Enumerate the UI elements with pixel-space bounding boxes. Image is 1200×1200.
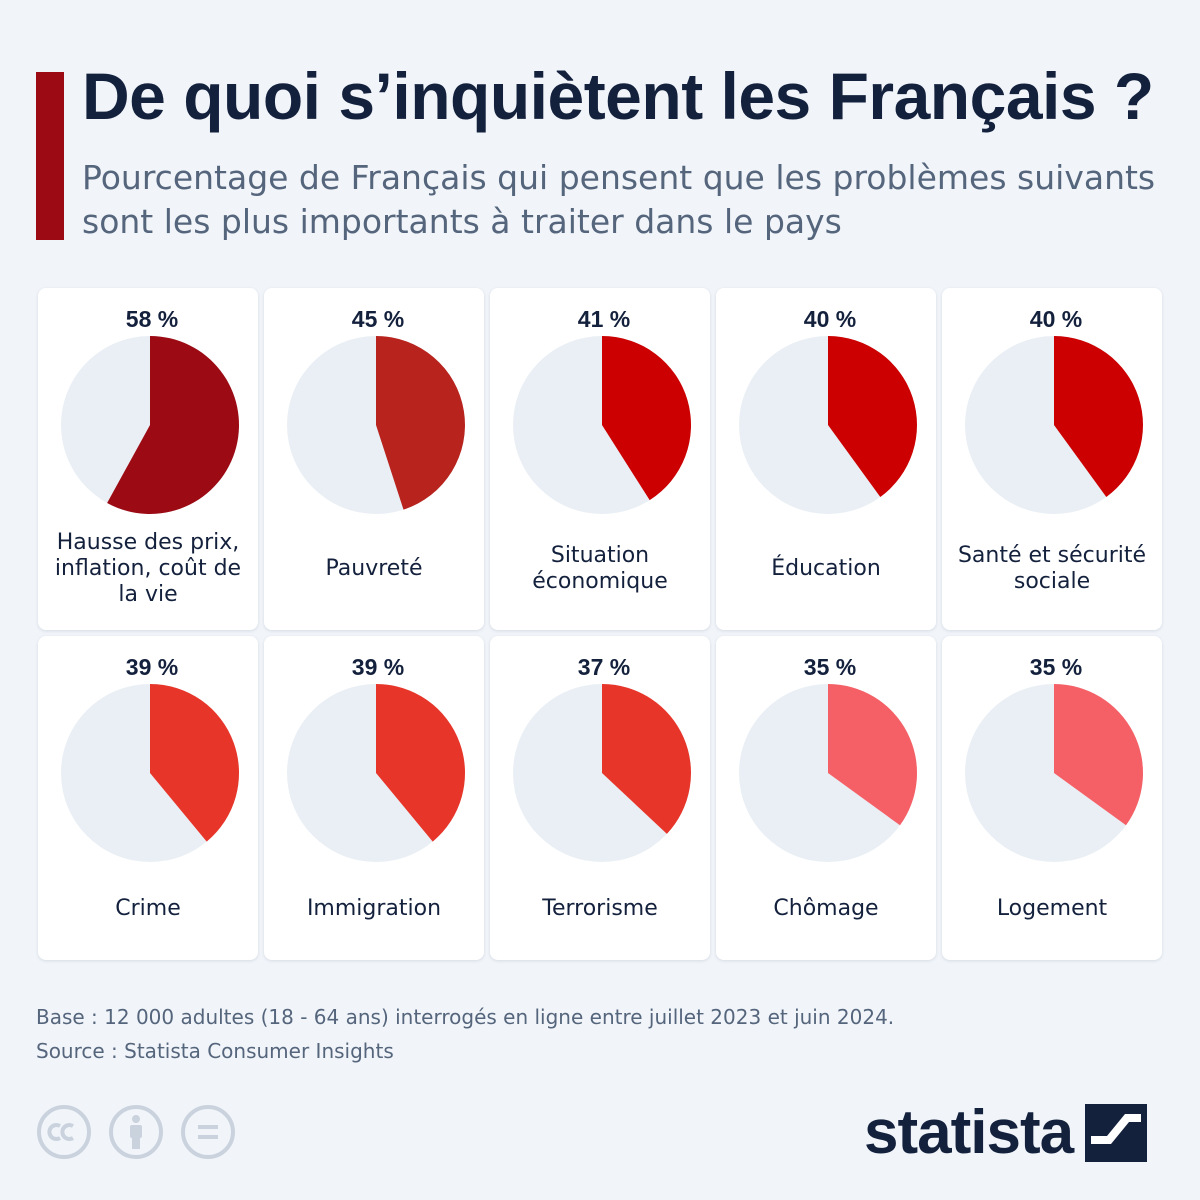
pie-chart	[287, 336, 465, 514]
value-label: 58 %	[125, 306, 179, 332]
no-derivatives-icon	[181, 1105, 235, 1159]
pie-value-slice	[828, 684, 917, 826]
statista-logo: statista	[864, 1098, 1148, 1168]
category-label: Santé et sécurité sociale	[948, 520, 1156, 618]
pie-card: 45 % Pauvreté	[264, 288, 484, 630]
value-label: 37 %	[577, 654, 631, 680]
pie-card: 40 % Éducation	[716, 288, 936, 630]
pie-chart	[513, 684, 691, 862]
pie-card: 37 % Terrorisme	[490, 636, 710, 960]
value-label: 39 %	[351, 654, 405, 680]
category-label-text: Crime	[115, 896, 181, 921]
pie-chart	[739, 684, 917, 862]
pie-card: 40 % Santé et sécurité sociale	[942, 288, 1162, 630]
license-icons	[36, 1104, 236, 1160]
brand-name: statista	[864, 1098, 1074, 1167]
pie-card: 39 % Crime	[38, 636, 258, 960]
base-note: Base : 12 000 adultes (18 - 64 ans) inte…	[36, 1005, 895, 1029]
pie-card: 58 % Hausse des prix, inflation, coût de …	[38, 288, 258, 630]
category-label: Terrorisme	[496, 888, 704, 930]
value-label: 35 %	[803, 654, 857, 680]
category-label-text: Éducation	[771, 556, 881, 581]
pie-value-slice	[376, 336, 465, 510]
pie-value-slice	[150, 684, 240, 842]
footnote: Base : 12 000 adultes (18 - 64 ans) inte…	[36, 1000, 894, 1068]
value-label: 39 %	[125, 654, 179, 680]
pie-value-slice	[602, 684, 691, 834]
category-label: Pauvreté	[270, 520, 478, 618]
category-label: Crime	[44, 888, 252, 930]
pie-value-slice	[107, 336, 239, 514]
category-label-text: Santé et sécurité sociale	[957, 543, 1147, 594]
cc-icon	[37, 1105, 91, 1159]
pie-chart	[965, 336, 1143, 514]
category-label-text: Hausse des prix, inflation, coût de la v…	[54, 530, 242, 607]
value-label: 40 %	[1029, 306, 1083, 332]
pie-chart	[287, 684, 466, 862]
category-label: Éducation	[722, 520, 930, 618]
category-label: Hausse des prix, inflation, coût de la v…	[44, 520, 252, 618]
value-label: 45 %	[351, 306, 405, 332]
pie-chart	[739, 336, 917, 514]
category-label-text: Situation économique	[532, 543, 668, 594]
pie-card: 39 % Immigration	[264, 636, 484, 960]
category-label: Chômage	[722, 888, 930, 930]
pie-grid: 58 % Hausse des prix, inflation, coût de …	[38, 288, 1162, 960]
value-label: 40 %	[803, 306, 857, 332]
accent-bar	[36, 72, 64, 240]
category-label-text: Terrorisme	[542, 896, 658, 921]
pie-card: 35 % Chômage	[716, 636, 936, 960]
pie-value-slice	[1054, 684, 1143, 826]
value-label: 41 %	[577, 306, 631, 332]
category-label-text: Logement	[996, 896, 1108, 921]
value-label: 35 %	[1029, 654, 1083, 680]
category-label: Logement	[948, 888, 1156, 930]
page-title: De quoi s’inquiètent les Français ?	[82, 59, 1154, 133]
pie-value-slice	[376, 684, 466, 842]
pie-chart	[513, 336, 692, 514]
source-note: Source : Statista Consumer Insights	[36, 1039, 394, 1063]
category-label-text: Chômage	[773, 896, 879, 921]
pie-card: 41 % Situation économique	[490, 288, 710, 630]
pie-card: 35 % Logement	[942, 636, 1162, 960]
pie-value-slice	[602, 336, 692, 501]
pie-value-slice	[828, 336, 917, 497]
page-subtitle: Pourcentage de Français qui pensent que …	[82, 158, 1156, 241]
category-label: Immigration	[270, 888, 478, 930]
category-label: Situation économique	[496, 520, 704, 618]
pie-value-slice	[1054, 336, 1143, 497]
category-label-text: Immigration	[306, 896, 442, 921]
pie-chart	[61, 684, 240, 862]
pie-chart	[61, 336, 239, 514]
by-person-icon	[109, 1105, 163, 1159]
pie-chart	[965, 684, 1143, 862]
category-label-text: Pauvreté	[325, 556, 423, 581]
statista-mark-icon	[1085, 1104, 1148, 1162]
